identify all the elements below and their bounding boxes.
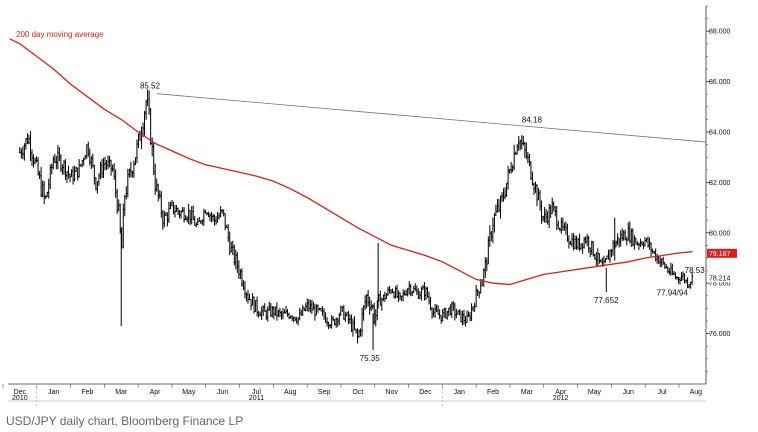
moving-average-series xyxy=(9,38,693,286)
price-annotation: 75.35 xyxy=(360,354,381,363)
last-value-tag xyxy=(707,273,737,283)
last-value-label: 79.187 xyxy=(709,251,731,258)
x-tick-label: Oct xyxy=(352,389,363,396)
price-annotation: 85.52 xyxy=(140,82,161,91)
x-tick-label: Jul xyxy=(658,389,667,396)
last-value-label: 78.214 xyxy=(709,275,731,282)
x-tick-label: Aug xyxy=(284,389,297,396)
y-tick-label: 82.000 xyxy=(709,180,731,187)
x-tick-label: Jan xyxy=(48,389,59,396)
x-tick-label: Jun xyxy=(217,389,228,396)
x-tick-label: Aug xyxy=(690,389,703,396)
resistance-trendline xyxy=(156,93,707,143)
x-tick-label: Jul xyxy=(252,389,261,396)
price-annotation: 84.18 xyxy=(522,115,543,124)
x-tick-label: Sep xyxy=(318,389,331,396)
y-tick-label: 80.000 xyxy=(709,230,731,237)
last-value-tag xyxy=(707,248,737,258)
y-tick-label: 78.000 xyxy=(709,281,731,288)
x-tick-label: Jan xyxy=(454,389,465,396)
x-axis: Dec Jan Feb Mar Apr May Jun Jul Aug Sep Oct Nov Dec J… xyxy=(2,384,703,406)
x-tick-label: May xyxy=(588,389,602,396)
x-tick-label: Nov xyxy=(385,389,398,396)
chart-caption: USD/JPY daily chart, Bloomberg Finance L… xyxy=(6,414,244,428)
price-annotation: 78.53 xyxy=(685,266,706,275)
price-annotation: 77.94/94 xyxy=(657,289,689,298)
y-tick-label: 76.000 xyxy=(709,331,731,338)
x-year-label: 2010 xyxy=(12,395,28,402)
plot-frame xyxy=(8,6,707,402)
y-axis: 76.000 78.000 80.000 82.000 84.000 86.000 88.0… xyxy=(706,5,731,372)
annotations: 85.52 84.18 75.35 77.652 78.53 77.94/94 79.187… xyxy=(140,82,737,363)
y-tick-label: 86.000 xyxy=(709,79,731,86)
usdjpy-chart: 76.000 78.000 80.000 82.000 84.000 86.000 88.0… xyxy=(2,5,737,406)
x-tick-label: Dec xyxy=(419,389,432,396)
y-tick-label: 84.000 xyxy=(709,130,731,137)
x-tick-label: Feb xyxy=(81,389,93,396)
x-tick-label: Mar xyxy=(115,389,128,396)
moving-average-line xyxy=(9,38,693,286)
x-tick-label: Apr xyxy=(555,389,567,396)
x-tick-label: Dec xyxy=(14,389,27,396)
y-tick-label: 88.000 xyxy=(709,29,731,36)
x-tick-label: Apr xyxy=(150,389,162,396)
price-annotation: 77.652 xyxy=(594,296,619,305)
x-tick-label: Feb xyxy=(487,389,499,396)
x-tick-label: Jun xyxy=(623,389,634,396)
x-year-label: 2011 xyxy=(249,395,264,402)
x-tick-label: May xyxy=(182,389,196,396)
x-year-label: 2012 xyxy=(553,395,569,402)
trendline xyxy=(156,93,707,143)
x-tick-label: Mar xyxy=(521,389,534,396)
price-bars xyxy=(18,89,694,350)
legend-label: 200 day moving average xyxy=(16,30,104,39)
